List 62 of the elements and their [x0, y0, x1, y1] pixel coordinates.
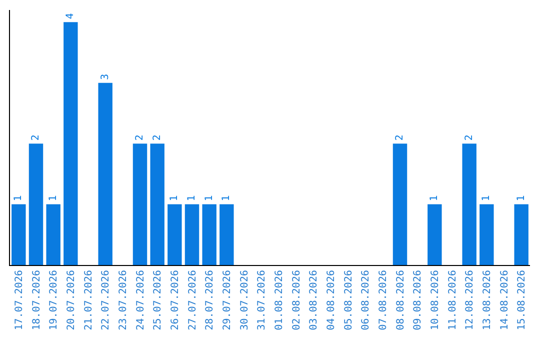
x-tick-label: 07.08.2026 — [378, 270, 389, 330]
bar — [150, 144, 164, 265]
bar — [168, 204, 182, 265]
data-label: 2 — [134, 134, 146, 141]
data-label: 1 — [169, 195, 180, 202]
x-tick-label: 05.08.2026 — [343, 270, 354, 330]
x-tick-label: 28.07.2026 — [204, 270, 216, 330]
bar — [480, 204, 494, 265]
x-tick-label: 21.07.2026 — [83, 270, 94, 330]
data-label: 1 — [221, 195, 232, 202]
x-tick-label: 18.07.2026 — [31, 270, 42, 330]
data-label: 4 — [65, 13, 76, 20]
data-label: 2 — [152, 134, 163, 141]
x-tick-label: 14.08.2026 — [499, 270, 510, 330]
x-tick-label: 23.07.2026 — [118, 270, 129, 330]
bar — [28, 144, 44, 265]
data-label: 2 — [30, 134, 42, 141]
bar — [514, 204, 528, 265]
x-tick-label: 25.07.2026 — [152, 270, 164, 330]
bar — [98, 82, 112, 265]
bar — [392, 144, 408, 265]
data-label: 1 — [13, 195, 24, 202]
bar — [428, 204, 442, 265]
x-tick-label: 29.07.2026 — [222, 270, 233, 330]
x-tick-label: 31.07.2026 — [256, 270, 268, 330]
bar — [202, 204, 216, 265]
bar — [462, 144, 476, 265]
x-tick-label: 08.08.2026 — [395, 270, 406, 330]
x-tick-label: 15.08.2026 — [516, 270, 528, 330]
bar — [46, 204, 60, 265]
data-label: 2 — [394, 134, 406, 141]
x-tick-label: 09.08.2026 — [412, 270, 424, 330]
x-tick-label: 30.07.2026 — [239, 270, 250, 330]
x-tick-label: 17.07.2026 — [14, 270, 25, 330]
data-label: 1 — [48, 195, 59, 202]
bar — [220, 204, 234, 265]
bar — [184, 204, 200, 265]
x-tick-label: 06.08.2026 — [360, 270, 372, 330]
data-label: 1 — [204, 195, 215, 202]
x-tick-label: 12.08.2026 — [464, 270, 476, 330]
x-tick-label: 10.08.2026 — [430, 270, 441, 330]
x-tick-label: 24.07.2026 — [135, 270, 146, 330]
data-label: 1 — [516, 195, 527, 202]
bar — [12, 204, 26, 265]
x-tick-label: 20.07.2026 — [66, 270, 77, 330]
data-label: 1 — [481, 195, 492, 202]
data-label: 3 — [100, 74, 111, 80]
x-tick-label: 04.08.2026 — [326, 270, 337, 330]
x-tick-label: 22.07.2026 — [100, 270, 112, 330]
x-tick-label: 03.08.2026 — [308, 270, 320, 330]
x-tick-label: 27.07.2026 — [187, 270, 198, 330]
x-tick-label: 26.07.2026 — [170, 270, 181, 330]
bar — [132, 144, 148, 265]
x-tick-label: 11.08.2026 — [447, 270, 458, 330]
data-label: 1 — [186, 195, 198, 202]
x-tick-label: 19.07.2026 — [48, 270, 60, 330]
data-label: 1 — [429, 195, 440, 202]
x-tick-label: 13.08.2026 — [482, 270, 493, 330]
x-tick-label: 02.08.2026 — [291, 270, 302, 330]
bar — [64, 22, 78, 265]
x-tick-label: 01.08.2026 — [274, 270, 285, 330]
data-label: 2 — [464, 134, 475, 141]
